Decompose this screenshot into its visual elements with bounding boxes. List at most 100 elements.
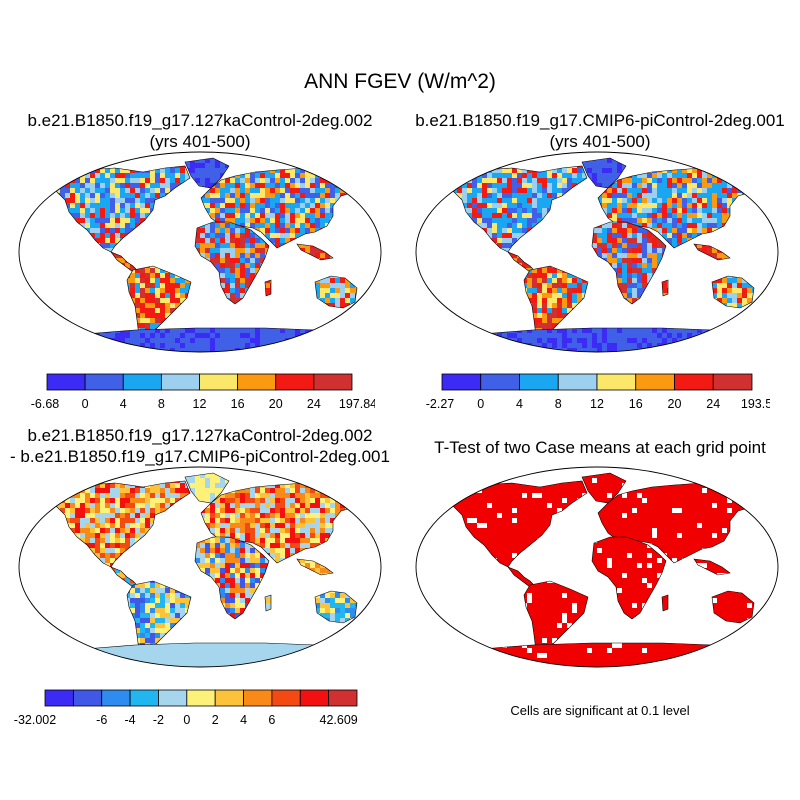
map-cell <box>80 183 85 188</box>
map-cell <box>105 208 110 213</box>
map-cell <box>295 273 300 278</box>
map-cell <box>335 233 340 238</box>
map-cell <box>290 278 295 283</box>
map-cell <box>15 223 20 228</box>
map-cell <box>15 208 20 213</box>
map-cell <box>330 333 335 338</box>
map-cell <box>360 228 365 233</box>
map-cell <box>350 168 355 173</box>
map-cell <box>190 213 195 218</box>
map-cell <box>260 293 265 298</box>
map-cell <box>380 218 385 223</box>
map-cell <box>225 318 230 323</box>
map-cell <box>60 173 65 178</box>
map-cell <box>145 243 150 248</box>
map-cell <box>40 188 45 193</box>
map-cell <box>110 158 115 163</box>
map-cell <box>175 233 180 238</box>
map-cell <box>335 258 340 263</box>
map-cell <box>130 353 135 356</box>
map-cell <box>335 168 340 173</box>
map-cell <box>15 183 20 188</box>
map-cell <box>260 148 265 153</box>
map-cell <box>155 218 160 223</box>
map-cell <box>15 283 20 288</box>
map-cell <box>160 253 165 258</box>
map-cell <box>160 218 165 223</box>
map-cell <box>170 153 175 158</box>
map-cell <box>295 353 300 356</box>
map-cell <box>330 248 335 253</box>
map-cell <box>40 153 45 158</box>
map-cell <box>160 203 165 208</box>
map-cell <box>160 208 165 213</box>
map-cell <box>15 228 20 233</box>
map-cell <box>150 223 155 228</box>
map-cell <box>165 203 170 208</box>
map-cell <box>15 198 20 203</box>
map-cell <box>275 253 280 258</box>
map-cell <box>50 178 55 183</box>
map-cell <box>130 178 135 183</box>
map-cell <box>75 158 80 163</box>
map-cell <box>180 193 185 198</box>
map-cell <box>310 288 315 293</box>
map-cell <box>125 308 130 313</box>
map-cell <box>365 203 370 208</box>
map-cell <box>375 153 380 158</box>
map-cell <box>295 253 300 258</box>
map-cell <box>40 168 45 173</box>
map-cell <box>350 213 355 218</box>
map-cell <box>290 258 295 263</box>
map-cell <box>320 148 325 153</box>
map-cell <box>45 148 50 153</box>
map-cell <box>315 308 320 313</box>
map-cell <box>115 268 120 273</box>
map-cell <box>360 303 365 308</box>
map-cell <box>375 328 380 333</box>
map-cell <box>15 218 20 223</box>
map-cell <box>355 148 360 153</box>
map-cell <box>55 253 60 258</box>
map-cell <box>80 238 85 243</box>
map-cell <box>25 348 30 353</box>
map-cell <box>295 278 300 283</box>
map-cell <box>15 343 20 348</box>
map-cell <box>65 338 70 343</box>
map-cell <box>185 268 190 273</box>
map-cell <box>320 233 325 238</box>
map-cell <box>190 208 195 213</box>
map-cell <box>40 348 45 353</box>
map-cell <box>215 153 220 158</box>
map-cell <box>345 258 350 263</box>
map-cell <box>115 178 120 183</box>
map-cell <box>155 238 160 243</box>
map-cell <box>95 253 100 258</box>
map-cell <box>45 188 50 193</box>
map-cell <box>305 263 310 268</box>
map-cell <box>190 263 195 268</box>
map-cell <box>30 183 35 188</box>
map-cell <box>310 153 315 158</box>
map-cell <box>375 188 380 193</box>
map-cell <box>60 233 65 238</box>
map-cell <box>250 158 255 163</box>
map-cell <box>285 153 290 158</box>
map-cell <box>80 313 85 318</box>
map-cell <box>85 323 90 328</box>
map-cell <box>160 228 165 233</box>
map-cell <box>100 233 105 238</box>
map-cell <box>170 228 175 233</box>
map-cell <box>80 153 85 158</box>
map-cell <box>65 188 70 193</box>
map-cell <box>380 173 385 178</box>
map-cell <box>360 188 365 193</box>
map-cell <box>65 173 70 178</box>
map-cell <box>370 333 375 338</box>
map-cell <box>155 173 160 178</box>
map-cell <box>190 153 195 158</box>
map-cell <box>65 278 70 283</box>
map-cell <box>335 148 340 153</box>
map-cell <box>40 298 45 303</box>
map-cell <box>15 158 20 163</box>
